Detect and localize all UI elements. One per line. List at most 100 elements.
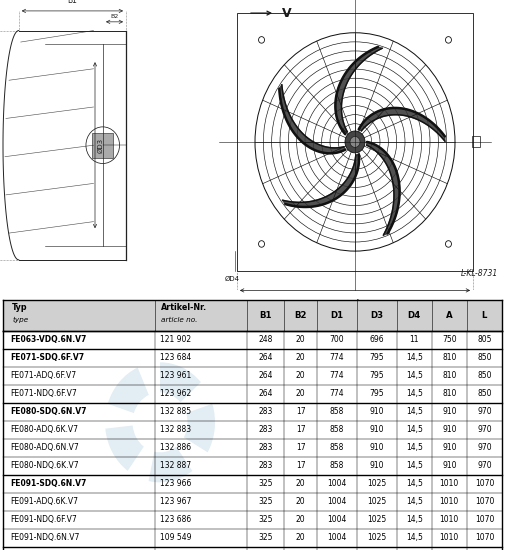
Text: 20: 20: [296, 497, 306, 506]
Text: 20: 20: [296, 479, 306, 488]
Text: D1: D1: [330, 311, 343, 320]
Text: 14,5: 14,5: [406, 407, 423, 416]
Text: FE091-NDQ.6N.V7: FE091-NDQ.6N.V7: [11, 534, 80, 542]
Text: 264: 264: [258, 371, 273, 380]
Text: 264: 264: [258, 389, 273, 398]
Text: 264: 264: [258, 353, 273, 362]
Text: 20: 20: [296, 335, 306, 344]
Bar: [472, 136, 480, 147]
Text: 910: 910: [370, 425, 384, 434]
Text: 810: 810: [442, 371, 457, 380]
Text: Typ: Typ: [12, 303, 28, 312]
Text: 325: 325: [258, 479, 273, 488]
Text: Artikel-Nr.: Artikel-Nr.: [161, 303, 207, 312]
Text: □A: □A: [349, 299, 361, 308]
Text: 795: 795: [369, 389, 384, 398]
Text: 750: 750: [442, 335, 457, 344]
Text: 123 962: 123 962: [160, 389, 191, 398]
Text: 283: 283: [258, 407, 273, 416]
Text: 795: 795: [369, 371, 384, 380]
Text: FE091-ADQ.6K.V7: FE091-ADQ.6K.V7: [11, 497, 79, 506]
Text: 696: 696: [369, 335, 384, 344]
Text: 248: 248: [258, 335, 273, 344]
Text: 1025: 1025: [367, 515, 386, 524]
Text: 970: 970: [477, 407, 492, 416]
Text: 14,5: 14,5: [406, 371, 423, 380]
Text: 1025: 1025: [367, 497, 386, 506]
Text: 858: 858: [330, 461, 344, 470]
Text: 970: 970: [477, 425, 492, 434]
Text: 14,5: 14,5: [406, 515, 423, 524]
Circle shape: [345, 131, 365, 153]
Text: FE080-ADQ.6K.V7: FE080-ADQ.6K.V7: [11, 425, 79, 434]
Text: 1004: 1004: [327, 534, 346, 542]
Text: 123 961: 123 961: [160, 371, 191, 380]
Text: 11: 11: [410, 335, 419, 344]
Text: 283: 283: [258, 461, 273, 470]
Text: ØD4: ØD4: [225, 276, 239, 282]
Text: 970: 970: [477, 461, 492, 470]
Text: 850: 850: [477, 353, 492, 362]
Text: 20: 20: [296, 371, 306, 380]
Text: B1: B1: [259, 311, 272, 320]
Text: 20: 20: [296, 515, 306, 524]
Polygon shape: [359, 108, 445, 141]
Wedge shape: [160, 362, 201, 402]
Text: D4: D4: [408, 311, 421, 320]
Text: 325: 325: [258, 515, 273, 524]
Text: FE080-SDQ.6N.V7: FE080-SDQ.6N.V7: [11, 407, 87, 416]
Text: 1070: 1070: [475, 479, 494, 488]
Text: 700: 700: [330, 335, 344, 344]
Text: 20: 20: [296, 534, 306, 542]
Text: 121 902: 121 902: [160, 335, 191, 344]
Text: 774: 774: [330, 371, 344, 380]
Text: 910: 910: [442, 443, 457, 452]
Text: V: V: [282, 7, 291, 20]
Text: 14,5: 14,5: [406, 425, 423, 434]
Text: 132 883: 132 883: [160, 425, 191, 434]
Text: 910: 910: [370, 407, 384, 416]
Text: 810: 810: [442, 389, 457, 398]
Text: FE091-NDQ.6F.V7: FE091-NDQ.6F.V7: [11, 515, 77, 524]
Text: 970: 970: [477, 443, 492, 452]
Text: ØD3: ØD3: [98, 138, 104, 153]
Polygon shape: [335, 47, 382, 134]
Text: FE071-SDQ.6F.V7: FE071-SDQ.6F.V7: [11, 353, 85, 362]
Text: FE080-ADQ.6N.V7: FE080-ADQ.6N.V7: [11, 443, 79, 452]
Wedge shape: [108, 367, 149, 413]
Text: 17: 17: [296, 461, 306, 470]
Text: 805: 805: [477, 335, 492, 344]
Text: 910: 910: [442, 407, 457, 416]
Text: 910: 910: [442, 461, 457, 470]
Circle shape: [350, 136, 360, 147]
Text: B2: B2: [294, 311, 307, 320]
Bar: [3, 300, 502, 331]
Text: FE080-NDQ.6K.V7: FE080-NDQ.6K.V7: [11, 461, 79, 470]
Text: 283: 283: [258, 425, 273, 434]
Text: FE091-SDQ.6N.V7: FE091-SDQ.6N.V7: [11, 479, 87, 488]
Text: 14,5: 14,5: [406, 479, 423, 488]
Text: 17: 17: [296, 443, 306, 452]
Polygon shape: [367, 142, 399, 235]
Text: 1010: 1010: [440, 534, 459, 542]
Circle shape: [259, 37, 265, 43]
Wedge shape: [148, 447, 192, 482]
Wedge shape: [184, 404, 215, 452]
Text: 14,5: 14,5: [406, 389, 423, 398]
Bar: [92, 133, 113, 158]
Text: 1025: 1025: [367, 534, 386, 542]
Text: 850: 850: [477, 389, 492, 398]
Text: 850: 850: [477, 371, 492, 380]
Text: 123 686: 123 686: [160, 515, 191, 524]
Text: 109 549: 109 549: [160, 534, 191, 542]
Polygon shape: [279, 85, 345, 153]
Text: 132 885: 132 885: [160, 407, 191, 416]
Text: 910: 910: [370, 461, 384, 470]
Text: 1004: 1004: [327, 479, 346, 488]
Text: 858: 858: [330, 425, 344, 434]
Text: A: A: [446, 311, 452, 320]
Text: 795: 795: [369, 353, 384, 362]
Text: 1004: 1004: [327, 497, 346, 506]
Text: 20: 20: [296, 389, 306, 398]
Text: 774: 774: [330, 353, 344, 362]
